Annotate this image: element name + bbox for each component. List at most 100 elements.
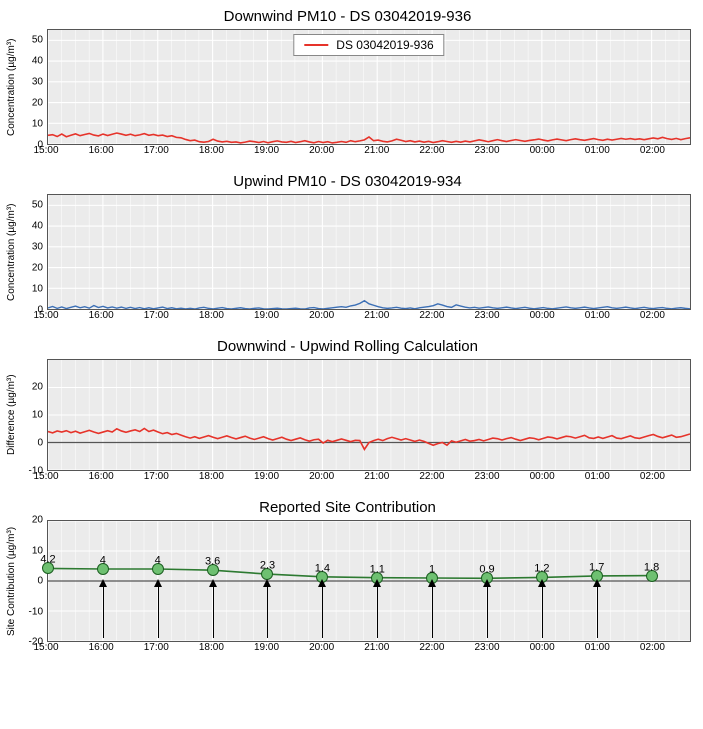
y-tick: 30 — [32, 241, 43, 252]
x-tick: 15:00 — [33, 310, 58, 321]
x-tick: 17:00 — [144, 310, 169, 321]
x-tick: 19:00 — [254, 471, 279, 482]
arrow-marker — [213, 585, 214, 638]
x-tick: 21:00 — [364, 642, 389, 653]
y-tick: 10 — [32, 410, 43, 421]
point-label: 1 — [429, 564, 435, 576]
x-tick: 19:00 — [254, 145, 279, 156]
arrow-marker — [432, 585, 433, 638]
arrow-marker — [487, 585, 488, 638]
x-tick: 02:00 — [640, 471, 665, 482]
arrow-marker — [267, 585, 268, 638]
x-tick: 16:00 — [89, 471, 114, 482]
x-tick: 22:00 — [419, 310, 444, 321]
x-tick: 15:00 — [33, 471, 58, 482]
x-tick: 22:00 — [419, 145, 444, 156]
panel-title: Upwind PM10 - DS 03042019-934 — [4, 173, 691, 190]
y-tick: 50 — [32, 199, 43, 210]
legend-swatch — [304, 44, 328, 46]
series-line — [48, 428, 690, 449]
y-tick: 10 — [32, 283, 43, 294]
y-axis-label: Site Contribution (µg/m³) — [4, 520, 19, 642]
x-tick: 20:00 — [309, 471, 334, 482]
chart-panel-diff: Downwind - Upwind Rolling Calculation Dif… — [4, 338, 691, 485]
y-tick: 20 — [32, 515, 43, 526]
arrow-marker — [542, 585, 543, 638]
x-tick: 15:00 — [33, 642, 58, 653]
chart-panel-downwind: Downwind PM10 - DS 03042019-936Concentra… — [4, 8, 691, 159]
point-label: 4 — [155, 555, 161, 567]
arrow-marker — [103, 585, 104, 638]
plot-area: 4.2443.62.31.41.110.91.21.71.8 — [47, 520, 691, 642]
legend-label: DS 03042019-936 — [336, 38, 433, 52]
x-tick: 00:00 — [530, 642, 555, 653]
x-tick: 18:00 — [199, 642, 224, 653]
point-label: 1.4 — [315, 562, 330, 574]
point-label: 2.3 — [260, 560, 275, 572]
point-label: 3.6 — [205, 556, 220, 568]
panel-title: Downwind - Upwind Rolling Calculation — [4, 338, 691, 355]
x-tick: 00:00 — [530, 471, 555, 482]
x-axis: 15:0016:0017:0018:0019:0020:0021:0022:00… — [46, 642, 691, 656]
arrow-marker — [597, 585, 598, 638]
y-tick: 20 — [32, 97, 43, 108]
plot-area: DS 03042019-936 — [47, 29, 691, 145]
point-label: 1.2 — [534, 563, 549, 575]
point-label: 4 — [100, 555, 106, 567]
x-tick: 17:00 — [144, 145, 169, 156]
x-axis: 15:0016:0017:0018:0019:0020:0021:0022:00… — [46, 471, 691, 485]
y-tick: 0 — [37, 438, 43, 449]
y-axis: 01020304050 — [19, 194, 47, 310]
x-tick: 18:00 — [199, 145, 224, 156]
plot-area — [47, 359, 691, 471]
x-axis: 15:0016:0017:0018:0019:0020:0021:0022:00… — [46, 145, 691, 159]
x-tick: 21:00 — [364, 471, 389, 482]
point-label: 1.8 — [644, 561, 659, 573]
panel-title: Reported Site Contribution — [4, 499, 691, 516]
y-tick: 0 — [37, 576, 43, 587]
arrow-marker — [158, 585, 159, 638]
point-label: 1.7 — [589, 561, 604, 573]
y-axis-label: Concentration (µg/m³) — [4, 194, 19, 310]
plot-area — [47, 194, 691, 310]
x-axis: 15:0016:0017:0018:0019:0020:0021:0022:00… — [46, 310, 691, 324]
x-tick: 19:00 — [254, 642, 279, 653]
y-tick: 40 — [32, 220, 43, 231]
y-axis-label: Difference (µg/m³) — [4, 359, 19, 471]
x-tick: 21:00 — [364, 145, 389, 156]
point-label: 1.1 — [370, 563, 385, 575]
x-tick: 21:00 — [364, 310, 389, 321]
x-tick: 19:00 — [254, 310, 279, 321]
x-tick: 01:00 — [585, 310, 610, 321]
x-tick: 15:00 — [33, 145, 58, 156]
x-tick: 02:00 — [640, 642, 665, 653]
x-tick: 23:00 — [475, 471, 500, 482]
y-axis: -20-1001020 — [19, 520, 47, 642]
x-tick: 18:00 — [199, 310, 224, 321]
chart-panel-upwind: Upwind PM10 - DS 03042019-934 Concentrati… — [4, 173, 691, 324]
series-line — [48, 133, 690, 143]
x-tick: 16:00 — [89, 310, 114, 321]
x-tick: 17:00 — [144, 642, 169, 653]
x-tick: 22:00 — [419, 471, 444, 482]
x-tick: 22:00 — [419, 642, 444, 653]
x-tick: 23:00 — [475, 642, 500, 653]
y-tick: 40 — [32, 55, 43, 66]
point-label: 4.2 — [40, 554, 55, 566]
legend: DS 03042019-936 — [293, 34, 444, 56]
x-tick: 01:00 — [585, 145, 610, 156]
x-tick: 20:00 — [309, 642, 334, 653]
x-tick: 16:00 — [89, 145, 114, 156]
y-tick: 20 — [32, 262, 43, 273]
y-axis: 01020304050 — [19, 29, 47, 145]
x-tick: 20:00 — [309, 310, 334, 321]
y-tick: 20 — [32, 382, 43, 393]
arrow-marker — [322, 585, 323, 638]
point-label: 0.9 — [479, 564, 494, 576]
chart-panel-site: Reported Site Contribution Site Contribut… — [4, 499, 691, 656]
x-tick: 02:00 — [640, 145, 665, 156]
series-line — [48, 301, 690, 309]
x-tick: 18:00 — [199, 471, 224, 482]
x-tick: 02:00 — [640, 310, 665, 321]
y-axis-label: Concentration (µg/m³) — [4, 29, 19, 145]
